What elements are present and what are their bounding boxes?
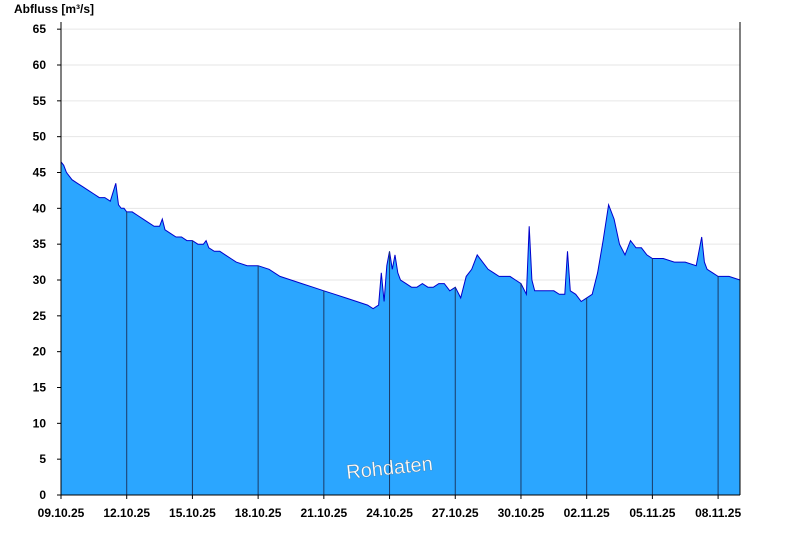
date-separator-layer bbox=[126, 211, 719, 495]
x-tick-label: 15.10.25 bbox=[169, 506, 216, 520]
x-tick-label: 05.11.25 bbox=[629, 506, 675, 520]
x-tick-label: 12.10.25 bbox=[103, 506, 150, 520]
axis-layer: 0 5 10 15 20 25 30 35 40 45 50 55 60 65 09.10.25 12.10.… bbox=[33, 22, 741, 520]
area-layer bbox=[60, 161, 741, 496]
y-tick-label: 65 bbox=[33, 22, 47, 36]
y-tick-label: 20 bbox=[33, 345, 47, 359]
y-tick-label: 5 bbox=[39, 452, 46, 466]
y-tick-label: 40 bbox=[33, 201, 47, 215]
y-tick-label: 10 bbox=[33, 416, 47, 430]
x-tick-label: 27.10.25 bbox=[432, 506, 479, 520]
x-tick-label: 30.10.25 bbox=[498, 506, 545, 520]
x-tick-label: 02.11.25 bbox=[564, 506, 610, 520]
x-tick-label: 24.10.25 bbox=[366, 506, 413, 520]
y-tick-label: 25 bbox=[33, 309, 47, 323]
y-tick-label: 55 bbox=[33, 94, 47, 108]
y-tick-label: 60 bbox=[33, 58, 47, 72]
x-tick-label: 21.10.25 bbox=[300, 506, 347, 520]
y-tick-label: 35 bbox=[33, 237, 47, 251]
discharge-line bbox=[60, 161, 741, 310]
y-tick-label: 15 bbox=[33, 381, 47, 395]
y-tick-label: 50 bbox=[33, 130, 47, 144]
y-tick-label: 45 bbox=[33, 166, 47, 180]
x-tick-label: 09.10.25 bbox=[38, 506, 85, 520]
discharge-area bbox=[61, 161, 740, 496]
x-tick-label: 08.11.25 bbox=[695, 506, 741, 520]
y-axis-title: Abfluss [m³/s] bbox=[14, 2, 94, 16]
x-tick-label: 18.10.25 bbox=[235, 506, 282, 520]
y-tick-label: 30 bbox=[33, 273, 47, 287]
y-tick-label: 0 bbox=[39, 488, 46, 502]
